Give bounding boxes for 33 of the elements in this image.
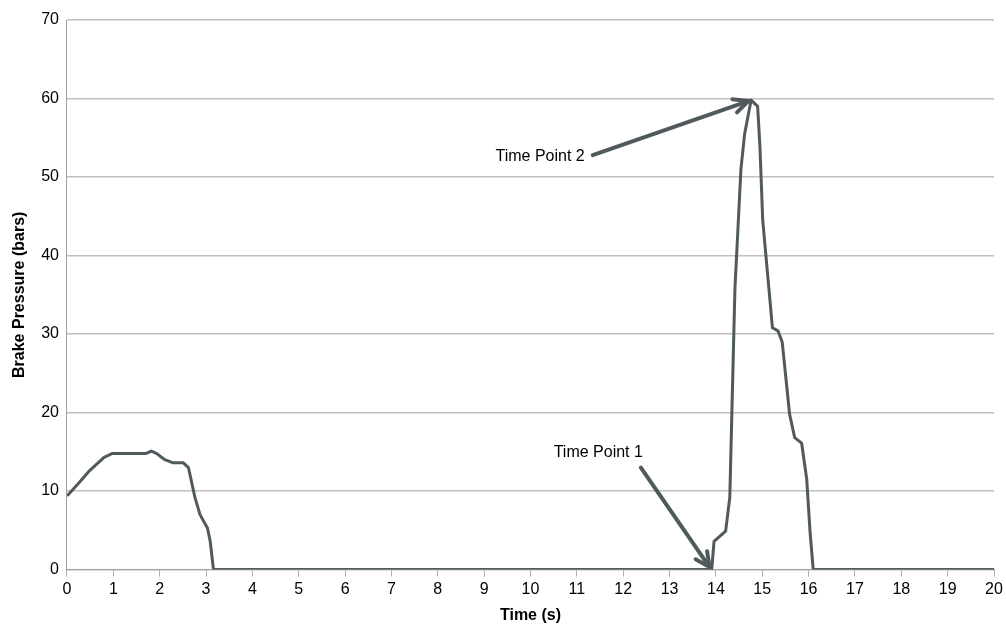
y-tick-label: 60 [41, 88, 60, 106]
x-tick-label: 1 [108, 579, 118, 597]
x-tick-label: 6 [340, 579, 350, 597]
x-tick-label: 10 [521, 579, 540, 597]
x-tick-label: 7 [386, 579, 396, 597]
y-tick-label: 10 [41, 481, 60, 499]
x-tick-label: 20 [985, 579, 1003, 597]
x-tick-label: 2 [155, 579, 165, 597]
x-tick-label: 14 [707, 579, 725, 597]
x-tick-label: 9 [479, 579, 489, 597]
x-tick-label: 12 [614, 579, 633, 597]
y-tick-label: 20 [41, 402, 60, 420]
y-tick-label: 50 [41, 167, 60, 185]
x-axis-title: Time (s) [499, 605, 562, 623]
x-tick-label: 8 [433, 579, 443, 597]
x-tick-label: 5 [294, 579, 304, 597]
x-tick-label: 19 [938, 579, 957, 597]
y-tick-label: 30 [41, 324, 60, 342]
x-tick-label: 18 [892, 579, 911, 597]
annotation: Time Point 2 [495, 147, 585, 165]
x-tick-label: 3 [201, 579, 211, 597]
annotation: Time Point 1 [553, 443, 643, 461]
y-axis-title: Brake Pressure (bars) [10, 211, 28, 378]
y-tick-label: 40 [41, 245, 60, 263]
y-tick-label: 70 [41, 10, 60, 28]
y-tick-label: 0 [50, 560, 60, 578]
x-tick-label: 0 [62, 579, 72, 597]
x-tick-label: 16 [799, 579, 818, 597]
x-tick-label: 17 [846, 579, 864, 597]
x-tick-label: 4 [247, 579, 257, 597]
x-tick-label: 15 [753, 579, 772, 597]
x-tick-label: 11 [568, 579, 586, 597]
x-tick-label: 13 [660, 579, 679, 597]
